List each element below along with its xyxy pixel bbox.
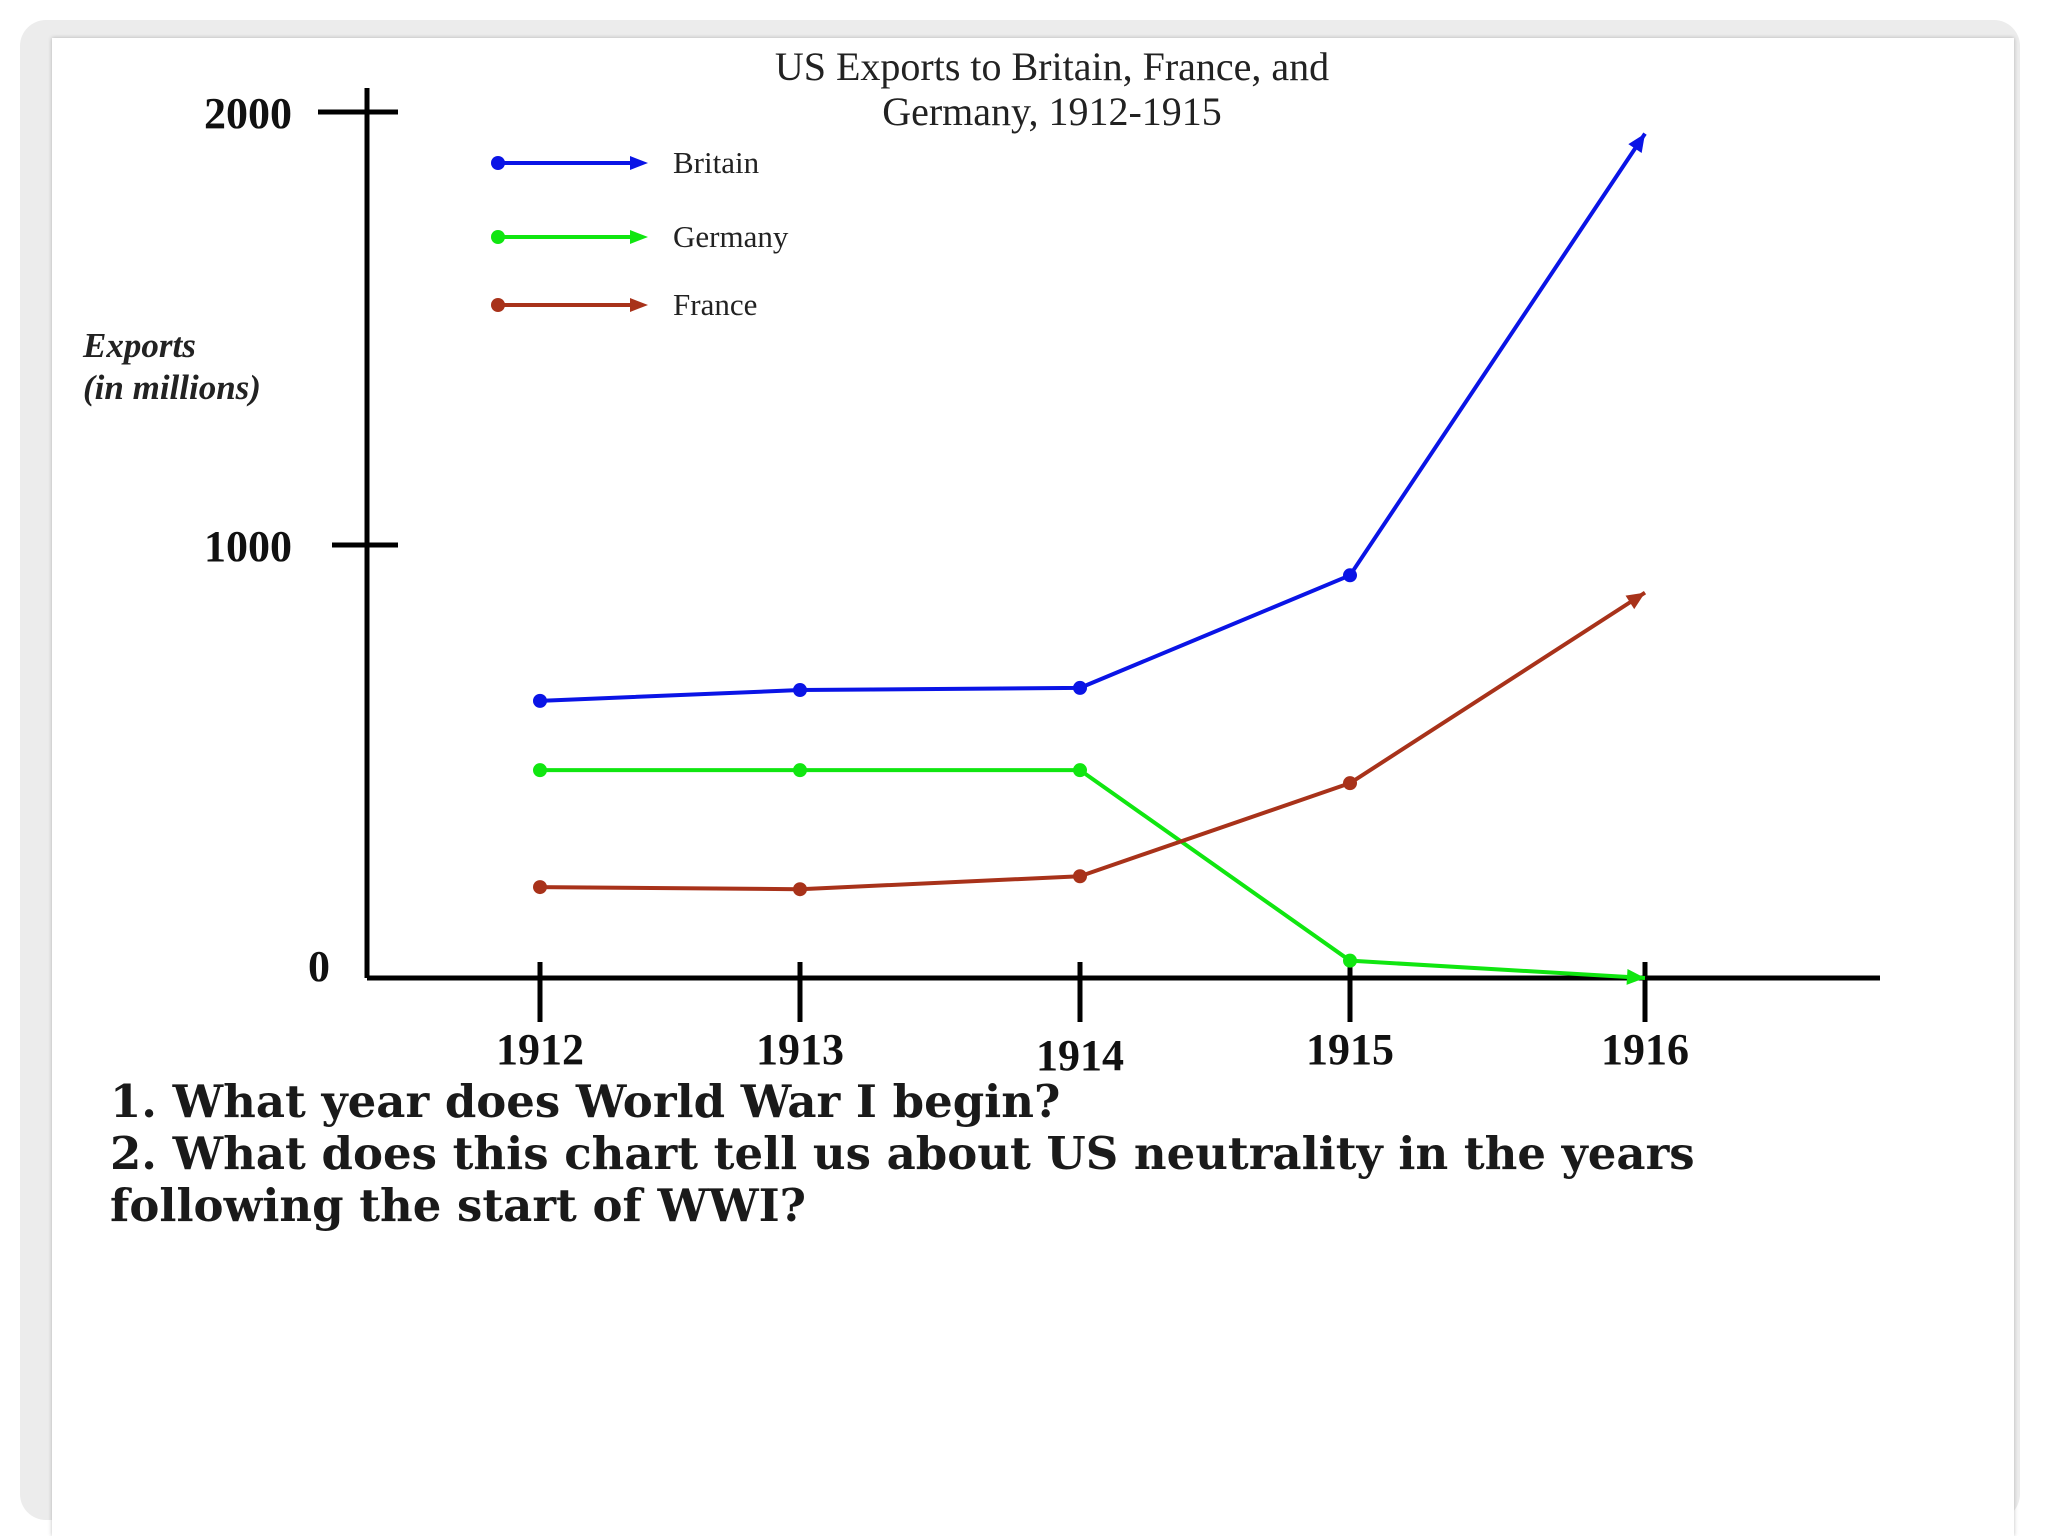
chart-title-line-1: US Exports to Britain, France, and bbox=[775, 44, 1329, 89]
point-france-1914 bbox=[1073, 869, 1087, 884]
legend-label-britain: Britain bbox=[673, 145, 760, 180]
point-france-1915 bbox=[1343, 776, 1357, 791]
chart-series bbox=[533, 132, 1647, 985]
question-2: 2. What does this chart tell us about US… bbox=[110, 1127, 1695, 1232]
point-britain-1916 bbox=[1628, 133, 1645, 154]
point-britain-1914 bbox=[1073, 680, 1087, 695]
slide-canvas bbox=[52, 38, 2014, 1536]
x-tick-label-1913: 1913 bbox=[756, 1025, 844, 1074]
chart-axes bbox=[318, 88, 1880, 1022]
series-line-france bbox=[539, 590, 1647, 892]
legend-arrow-france bbox=[630, 298, 648, 312]
point-germany-1913 bbox=[793, 763, 807, 778]
point-france-1912 bbox=[533, 880, 547, 895]
legend-label-france: France bbox=[673, 287, 757, 322]
y-axis-label-line-2: (in millions) bbox=[83, 368, 261, 407]
legend-item-germany: Germany bbox=[491, 219, 789, 254]
point-germany-1914 bbox=[1073, 763, 1087, 778]
point-britain-1912 bbox=[533, 693, 547, 708]
chart-legend: Britain Germany France bbox=[491, 145, 789, 322]
legend-item-britain: Britain bbox=[491, 145, 760, 180]
series-line-germany bbox=[540, 768, 1646, 980]
x-tick-label-1915: 1915 bbox=[1306, 1025, 1394, 1074]
point-britain-1915 bbox=[1343, 568, 1357, 583]
chart-texts: 0 1000 2000 1912 1913 1914 1915 1916 US Exports … bbox=[82, 44, 1689, 1080]
point-germany-1915 bbox=[1343, 953, 1357, 968]
question-1: 1. What year does World War I begin? bbox=[110, 1075, 1061, 1128]
y-axis-label-line-1: Exports bbox=[82, 326, 196, 365]
point-britain-1913 bbox=[793, 683, 807, 698]
chart-title-line-2: Germany, 1912-1915 bbox=[882, 89, 1222, 134]
point-germany-1912 bbox=[533, 763, 547, 778]
x-tick-label-1916: 1916 bbox=[1601, 1025, 1689, 1074]
question-block: 1. What year does World War I begin? 2. … bbox=[110, 1076, 1910, 1232]
legend-arrow-germany bbox=[630, 230, 648, 244]
x-tick-label-1914: 1914 bbox=[1036, 1031, 1124, 1080]
point-germany-1916 bbox=[1626, 968, 1645, 985]
y-tick-label-2000: 2000 bbox=[204, 89, 292, 138]
legend-arrow-britain bbox=[630, 156, 648, 170]
x-tick-label-1912: 1912 bbox=[496, 1025, 584, 1074]
legend-label-germany: Germany bbox=[673, 219, 789, 254]
point-france-1913 bbox=[793, 882, 807, 897]
point-france-1916 bbox=[1625, 592, 1645, 610]
legend-item-france: France bbox=[491, 287, 757, 322]
y-tick-label-1000: 1000 bbox=[204, 522, 292, 571]
y-tick-label-0: 0 bbox=[308, 942, 330, 991]
